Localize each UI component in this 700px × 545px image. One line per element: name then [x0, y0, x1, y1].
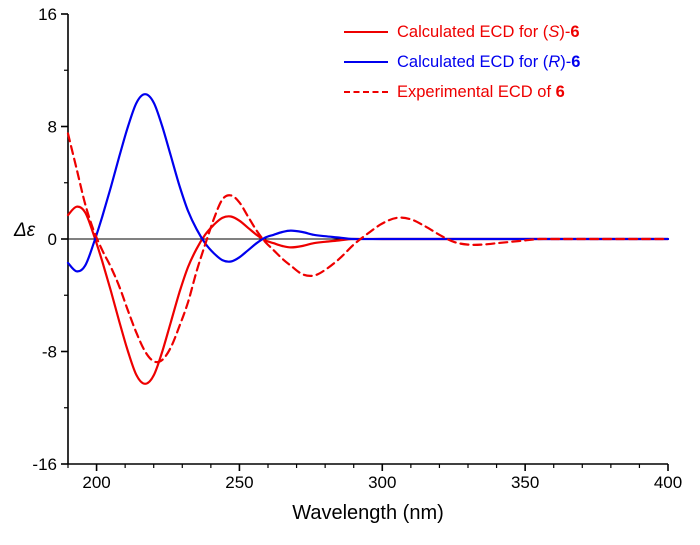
series-curve-1 — [66, 93, 670, 273]
y-tick-label: 8 — [48, 118, 57, 137]
legend-entry-calculated-r: Calculated ECD for (R)-6 — [344, 47, 580, 77]
y-tick-label: 0 — [48, 230, 57, 249]
legend-entry-experimental: Experimental ECD of 6 — [344, 77, 580, 107]
x-tick-label: 300 — [368, 473, 396, 492]
blue-solid-line-sample — [344, 61, 388, 63]
x-tick-label: 350 — [511, 473, 539, 492]
y-tick-label: -8 — [42, 343, 57, 362]
y-tick-label: -16 — [32, 455, 57, 474]
legend-label: Experimental ECD of 6 — [397, 82, 565, 101]
x-tick-label: 200 — [82, 473, 110, 492]
series-curve-2 — [66, 132, 670, 364]
y-axis-label: Δε — [14, 220, 36, 241]
x-axis-label: Wavelength (nm) — [292, 502, 444, 524]
red-dashed-line-sample — [344, 91, 388, 93]
legend-label: Calculated ECD for (R)-6 — [397, 52, 581, 71]
legend-label: Calculated ECD for (S)-6 — [397, 22, 580, 41]
x-tick-label: 250 — [225, 473, 253, 492]
x-tick-label: 400 — [654, 473, 682, 492]
red-solid-line-sample — [344, 31, 388, 33]
y-tick-label: 16 — [38, 5, 57, 24]
chart-legend: Calculated ECD for (S)-6 Calculated ECD … — [344, 17, 580, 107]
legend-entry-calculated-s: Calculated ECD for (S)-6 — [344, 17, 580, 47]
